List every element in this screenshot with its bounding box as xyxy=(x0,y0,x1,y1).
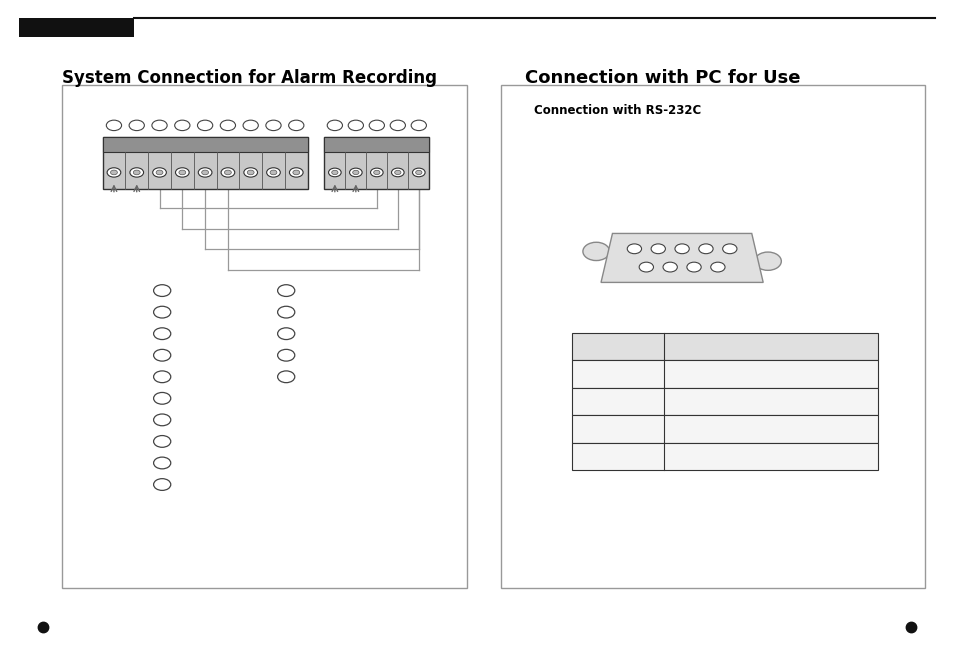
Circle shape xyxy=(107,168,121,177)
Circle shape xyxy=(277,349,294,361)
Circle shape xyxy=(197,120,213,131)
Text: Connection with PC for Use: Connection with PC for Use xyxy=(524,69,800,87)
Bar xyxy=(324,137,429,189)
Circle shape xyxy=(153,392,171,404)
Bar xyxy=(103,137,307,151)
Circle shape xyxy=(201,170,209,175)
Circle shape xyxy=(243,120,258,131)
Circle shape xyxy=(247,170,253,175)
Circle shape xyxy=(153,479,171,490)
Circle shape xyxy=(106,120,121,131)
Circle shape xyxy=(395,170,400,174)
Bar xyxy=(572,443,877,470)
Bar xyxy=(572,415,877,443)
Circle shape xyxy=(266,120,281,131)
Circle shape xyxy=(674,244,688,253)
Circle shape xyxy=(582,242,609,261)
Circle shape xyxy=(277,285,294,296)
Circle shape xyxy=(179,170,186,175)
Circle shape xyxy=(370,168,383,177)
Circle shape xyxy=(639,262,653,272)
Circle shape xyxy=(374,170,379,174)
Circle shape xyxy=(332,170,337,174)
Circle shape xyxy=(270,170,276,175)
Circle shape xyxy=(369,120,384,131)
Circle shape xyxy=(662,262,677,272)
Circle shape xyxy=(353,170,358,174)
Circle shape xyxy=(348,120,363,131)
Circle shape xyxy=(289,120,304,131)
Circle shape xyxy=(133,170,140,175)
Circle shape xyxy=(710,262,724,272)
Circle shape xyxy=(130,168,143,177)
Circle shape xyxy=(153,436,171,447)
Circle shape xyxy=(129,120,144,131)
Circle shape xyxy=(754,252,781,270)
Circle shape xyxy=(244,168,257,177)
Circle shape xyxy=(153,414,171,426)
Circle shape xyxy=(174,120,190,131)
Circle shape xyxy=(293,170,299,175)
Circle shape xyxy=(221,168,234,177)
Circle shape xyxy=(153,349,171,361)
Circle shape xyxy=(153,285,171,296)
Text: Connection with RS-232C: Connection with RS-232C xyxy=(534,104,700,118)
Circle shape xyxy=(277,328,294,340)
Circle shape xyxy=(698,244,712,253)
Circle shape xyxy=(266,168,280,177)
Circle shape xyxy=(391,168,404,177)
Circle shape xyxy=(198,168,212,177)
Circle shape xyxy=(111,170,117,175)
Circle shape xyxy=(175,168,189,177)
Circle shape xyxy=(390,120,405,131)
Circle shape xyxy=(289,168,303,177)
Circle shape xyxy=(650,244,664,253)
Circle shape xyxy=(153,306,171,318)
Circle shape xyxy=(327,120,342,131)
Circle shape xyxy=(349,168,362,177)
Bar xyxy=(572,360,877,388)
Circle shape xyxy=(152,120,167,131)
Circle shape xyxy=(686,262,700,272)
Polygon shape xyxy=(600,234,762,282)
Circle shape xyxy=(153,328,171,340)
Bar xyxy=(572,388,877,415)
Circle shape xyxy=(153,457,171,469)
Circle shape xyxy=(277,306,294,318)
Circle shape xyxy=(277,371,294,383)
Bar xyxy=(19,18,133,37)
Circle shape xyxy=(412,168,425,177)
Bar xyxy=(62,85,467,588)
Bar xyxy=(324,137,429,151)
Circle shape xyxy=(220,120,235,131)
Bar xyxy=(500,85,924,588)
Circle shape xyxy=(156,170,163,175)
Circle shape xyxy=(152,168,166,177)
Circle shape xyxy=(626,244,640,253)
Bar xyxy=(572,333,877,360)
Circle shape xyxy=(411,120,426,131)
Circle shape xyxy=(224,170,231,175)
Circle shape xyxy=(328,168,341,177)
Circle shape xyxy=(416,170,421,174)
Circle shape xyxy=(153,371,171,383)
Text: System Connection for Alarm Recording: System Connection for Alarm Recording xyxy=(62,69,436,87)
Bar xyxy=(103,137,307,189)
Circle shape xyxy=(721,244,736,253)
